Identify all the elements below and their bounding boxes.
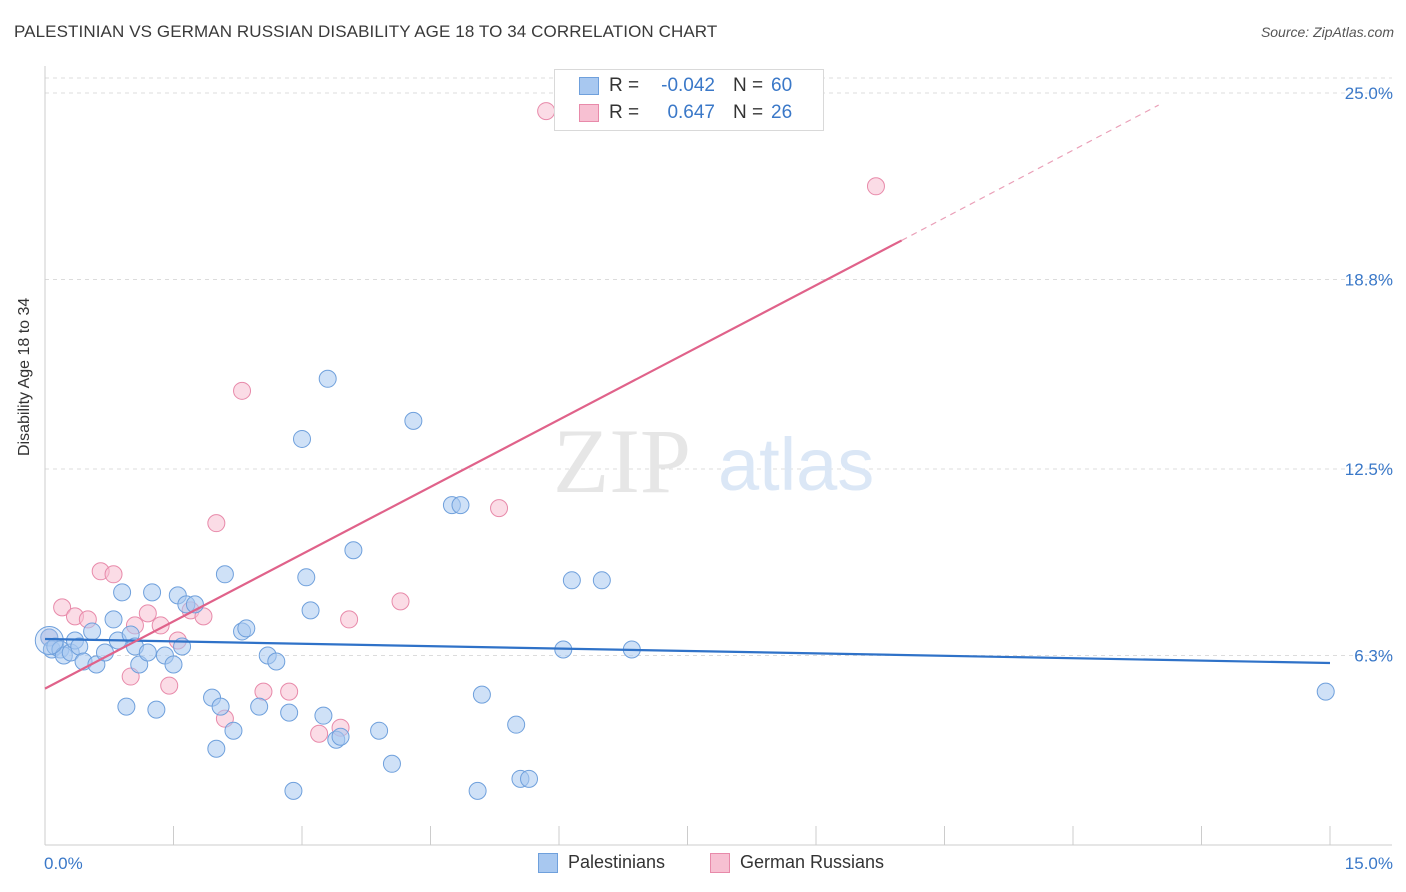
palestinians-point (592, 571, 611, 590)
palestinians-point (104, 610, 123, 629)
palestinians-point (215, 565, 234, 584)
legend-swatch-pink (579, 104, 599, 122)
german-russians-point (866, 177, 885, 196)
german-russians-point (104, 565, 123, 584)
legend-n-label: N = (733, 102, 764, 123)
legend-r-value: 0.647 (667, 102, 715, 123)
palestinians-point (297, 568, 316, 587)
palestinians-point (293, 429, 311, 448)
palestinians-point (314, 706, 333, 725)
x-tick-label: 0.0% (44, 854, 83, 873)
palestinians-point (562, 571, 581, 590)
palestinians-trend-line (44, 637, 1331, 665)
legend-n-value: 26 (771, 102, 793, 123)
palestinians-point (370, 721, 389, 740)
palestinians-point (382, 754, 401, 773)
palestinians-point (404, 411, 423, 430)
german-russians-point (537, 102, 556, 121)
palestinians-point (280, 703, 299, 722)
palestinians-point (344, 541, 363, 560)
palestinians-point (164, 655, 183, 674)
y-tick-label: 25.0% (1345, 84, 1393, 103)
legend-n-label: N = (733, 75, 764, 96)
palestinians-point (113, 583, 132, 602)
palestinians-point (1316, 682, 1335, 701)
bottom-legend-swatch-pink (710, 852, 730, 873)
legend-r-label: R = (609, 102, 640, 123)
german-russians-trend-line (44, 239, 903, 690)
palestinians-point-cluster (34, 625, 64, 655)
german-russians-point (138, 604, 157, 623)
german-russians-point (160, 676, 179, 695)
palestinians-point (520, 769, 539, 788)
palestinians-point (138, 643, 157, 662)
x-tick-label: 15.0% (1345, 854, 1393, 873)
german-russians-trend-extension (901, 104, 1159, 241)
legend-r-value: -0.042 (661, 75, 715, 96)
german-russians-point (340, 610, 359, 629)
legend-r-label: R = (609, 75, 640, 96)
legend-row-german-russians: R = 0.647 N = 26 (579, 101, 792, 125)
watermark-atlas: atlas (718, 423, 874, 506)
palestinians-point (207, 739, 226, 758)
palestinians-point (318, 369, 337, 388)
trend-lines (44, 104, 1331, 690)
series-palestinians-points (34, 369, 1335, 800)
palestinians-point (147, 700, 166, 719)
correlation-legend: R = -0.042 N = 60 R = 0.647 N = 26 (554, 69, 824, 131)
grid-lines (45, 77, 1392, 657)
german-russians-point (233, 381, 252, 400)
palestinians-point (237, 619, 256, 638)
axes (44, 66, 1392, 846)
palestinians-point (117, 697, 136, 716)
legend-row-palestinians: R = -0.042 N = 60 (579, 74, 792, 98)
legend-n-value: 60 (771, 75, 793, 96)
bottom-legend-swatch-blue (538, 852, 558, 873)
palestinians-point (211, 697, 230, 716)
legend-swatch-blue (579, 77, 599, 95)
bottom-legend-label: Palestinians (568, 852, 666, 872)
y-tick-label: 6.3% (1354, 647, 1393, 666)
y-tick-label: 18.8% (1345, 271, 1393, 290)
palestinians-point (507, 715, 526, 734)
german-russians-point (53, 598, 72, 617)
watermark-zip: ZIP (553, 410, 691, 512)
tick-labels: 6.3% 12.5% 18.8% 25.0% 0.0% 15.0% (44, 84, 1393, 873)
y-tick-label: 12.5% (1345, 460, 1393, 479)
palestinians-point (284, 781, 303, 800)
palestinians-point (83, 622, 102, 641)
source-label: Source: ZipAtlas.com (1260, 24, 1394, 40)
y-axis-label: Disability Age 18 to 34 (16, 297, 33, 456)
palestinians-point (143, 583, 162, 602)
bottom-legend-german-russians[interactable]: German Russians (710, 852, 884, 873)
german-russians-point (280, 682, 299, 701)
german-russians-point (391, 592, 410, 611)
palestinians-point (301, 601, 320, 620)
german-russians-point (207, 514, 226, 533)
palestinians-point (224, 721, 243, 740)
palestinians-point (451, 496, 470, 515)
palestinians-point (472, 685, 491, 704)
palestinians-point (250, 697, 269, 716)
german-russians-point (254, 682, 273, 701)
palestinians-point (331, 727, 350, 746)
german-russians-point (490, 499, 509, 518)
german-russians-point (310, 724, 329, 743)
bottom-legend-label: German Russians (740, 852, 885, 872)
chart-title: PALESTINIAN VS GERMAN RUSSIAN DISABILITY… (14, 22, 718, 41)
palestinians-point (267, 652, 286, 671)
palestinians-point (468, 781, 487, 800)
watermark: ZIP atlas (553, 410, 874, 512)
bottom-legend-palestinians[interactable]: Palestinians (538, 852, 665, 873)
